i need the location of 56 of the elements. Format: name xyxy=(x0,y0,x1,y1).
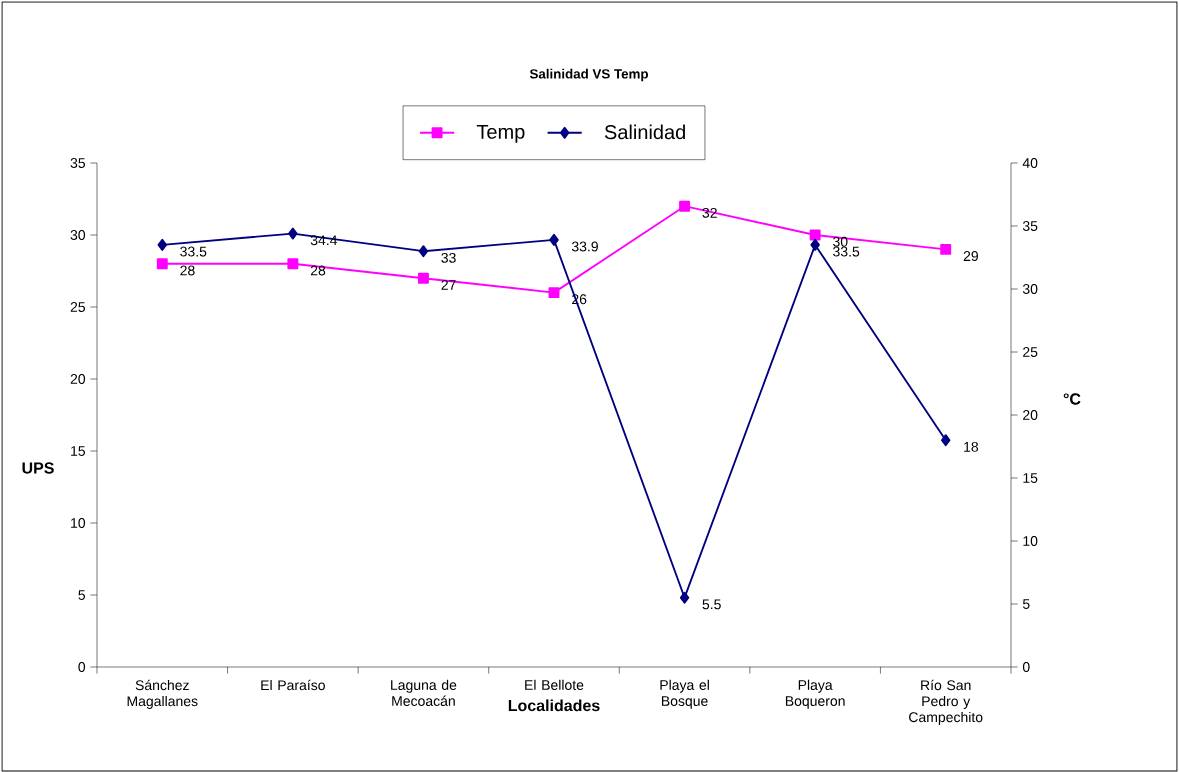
data-label: 28 xyxy=(180,265,195,276)
y-tick-label: 25 xyxy=(70,302,86,312)
x-axis-title: Localidades xyxy=(508,699,600,712)
y2-axis-title: °C xyxy=(1063,393,1081,405)
x-tick-label: El Paraíso xyxy=(261,679,325,691)
y-tick-label: 30 xyxy=(70,230,86,240)
point xyxy=(417,272,429,284)
x-tick-label: Río San Pedro y Campechito xyxy=(909,679,983,725)
point xyxy=(288,227,298,240)
data-label: 34.4 xyxy=(310,235,338,246)
y-tick-label: 5 xyxy=(78,590,86,600)
x-tick-label: Playa Boqueron xyxy=(785,679,845,709)
y2-tick-label: 10 xyxy=(1023,536,1038,546)
chart-title: Salinidad VS Temp xyxy=(529,68,648,82)
y-tick-label: 0 xyxy=(78,662,86,672)
data-label: 18 xyxy=(964,441,979,452)
x-tick-label: Sánchez Magallanes xyxy=(127,679,198,709)
y-tick-label: 10 xyxy=(71,518,86,528)
y2-tick-label: 0 xyxy=(1022,662,1030,672)
data-label: 30 xyxy=(833,236,848,247)
data-label: 33.9 xyxy=(571,241,598,252)
legend-label: Salinidad xyxy=(604,124,685,140)
y2-tick-label: 5 xyxy=(1022,599,1030,609)
x-tick-label: Playa el Bosque xyxy=(660,679,709,709)
point xyxy=(156,258,168,270)
point xyxy=(548,287,560,299)
x-tick-label: Laguna de Mecoacán xyxy=(391,679,457,706)
y2-tick-label: 35 xyxy=(1022,221,1038,231)
data-label: 33.5 xyxy=(833,246,860,257)
point xyxy=(287,258,299,270)
point xyxy=(940,243,952,255)
data-label: 28 xyxy=(310,265,326,276)
y-tick-label: 15 xyxy=(71,446,86,456)
data-label: 33 xyxy=(441,252,456,263)
data-label: 33.5 xyxy=(180,246,207,257)
point xyxy=(418,245,429,258)
y2-tick-label: 30 xyxy=(1022,284,1038,294)
point xyxy=(809,229,821,241)
point xyxy=(679,591,690,604)
point xyxy=(157,238,168,251)
point xyxy=(549,233,559,246)
y-tick-label: 20 xyxy=(70,374,86,384)
y2-tick-label: 25 xyxy=(1023,347,1038,357)
data-label: 27 xyxy=(441,279,456,290)
y2-tick-label: 15 xyxy=(1023,473,1038,483)
point xyxy=(679,200,691,212)
point xyxy=(810,238,820,251)
data-label: 5.5 xyxy=(702,599,721,610)
point xyxy=(940,434,951,447)
y-tick-label: 35 xyxy=(70,158,86,168)
y2-tick-label: 20 xyxy=(1023,410,1038,420)
y-axis-title: UPS xyxy=(22,462,54,474)
x-tick-label: El Bellote xyxy=(525,679,584,690)
data-label: 29 xyxy=(963,251,978,262)
y2-tick-label: 40 xyxy=(1022,158,1038,168)
legend-label: Temp xyxy=(476,124,525,143)
